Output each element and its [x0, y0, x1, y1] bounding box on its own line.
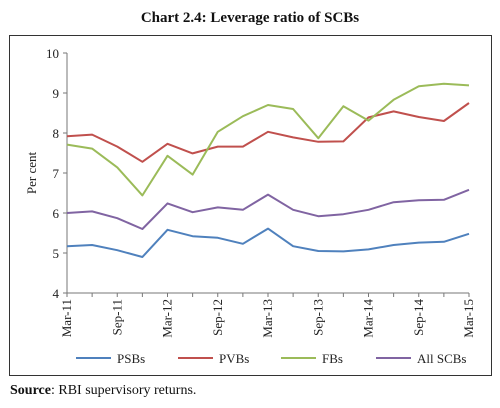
y-ticks: 4 5 6 7 8 9 10 — [46, 46, 67, 301]
legend-label: FBs — [322, 351, 343, 366]
legend-label: PSBs — [117, 351, 145, 366]
y-axis-label: Per cent — [24, 151, 39, 194]
chart-title: Chart 2.4: Leverage ratio of SCBs — [140, 10, 360, 26]
legend-label: All SCBs — [417, 351, 467, 366]
series-line-all-scbs — [66, 188, 470, 230]
y-tick-label: 5 — [53, 246, 60, 261]
series-line-pvbs — [66, 102, 470, 163]
x-tick-label: Mar-14 — [361, 299, 376, 338]
legend-label: PVBs — [219, 351, 249, 366]
source-text: : RBI supervisory returns. — [50, 383, 197, 398]
x-tick-label: Sep-11 — [109, 299, 124, 335]
x-tick-label: Mar-13 — [260, 299, 275, 338]
x-ticks: Mar-11 Sep-11 Mar-12 Sep-12 Mar-13 Sep-13 Mar-… — [59, 293, 476, 338]
y-tick-label: 6 — [53, 206, 60, 221]
series-line-fbs — [66, 82, 470, 197]
source-note: Source: RBI supervisory returns. — [10, 383, 196, 399]
y-tick-label: 10 — [46, 46, 59, 61]
source-label: Source — [10, 383, 51, 398]
x-tick-label: Mar-11 — [59, 299, 74, 337]
x-tick-label: Sep-13 — [310, 299, 325, 336]
series-line-psbs — [66, 227, 470, 258]
x-tick-label: Sep-14 — [411, 299, 426, 336]
y-tick-label: 8 — [53, 126, 60, 141]
x-tick-label: Mar-12 — [160, 299, 175, 338]
series-lines — [66, 82, 470, 258]
y-tick-label: 7 — [53, 166, 60, 181]
legend: PSBs PVBs FBs All SCBs — [76, 351, 467, 366]
y-tick-label: 9 — [53, 86, 60, 101]
y-tick-label: 4 — [53, 286, 60, 301]
x-tick-label: Mar-15 — [461, 299, 476, 338]
x-tick-label: Sep-12 — [210, 299, 225, 336]
